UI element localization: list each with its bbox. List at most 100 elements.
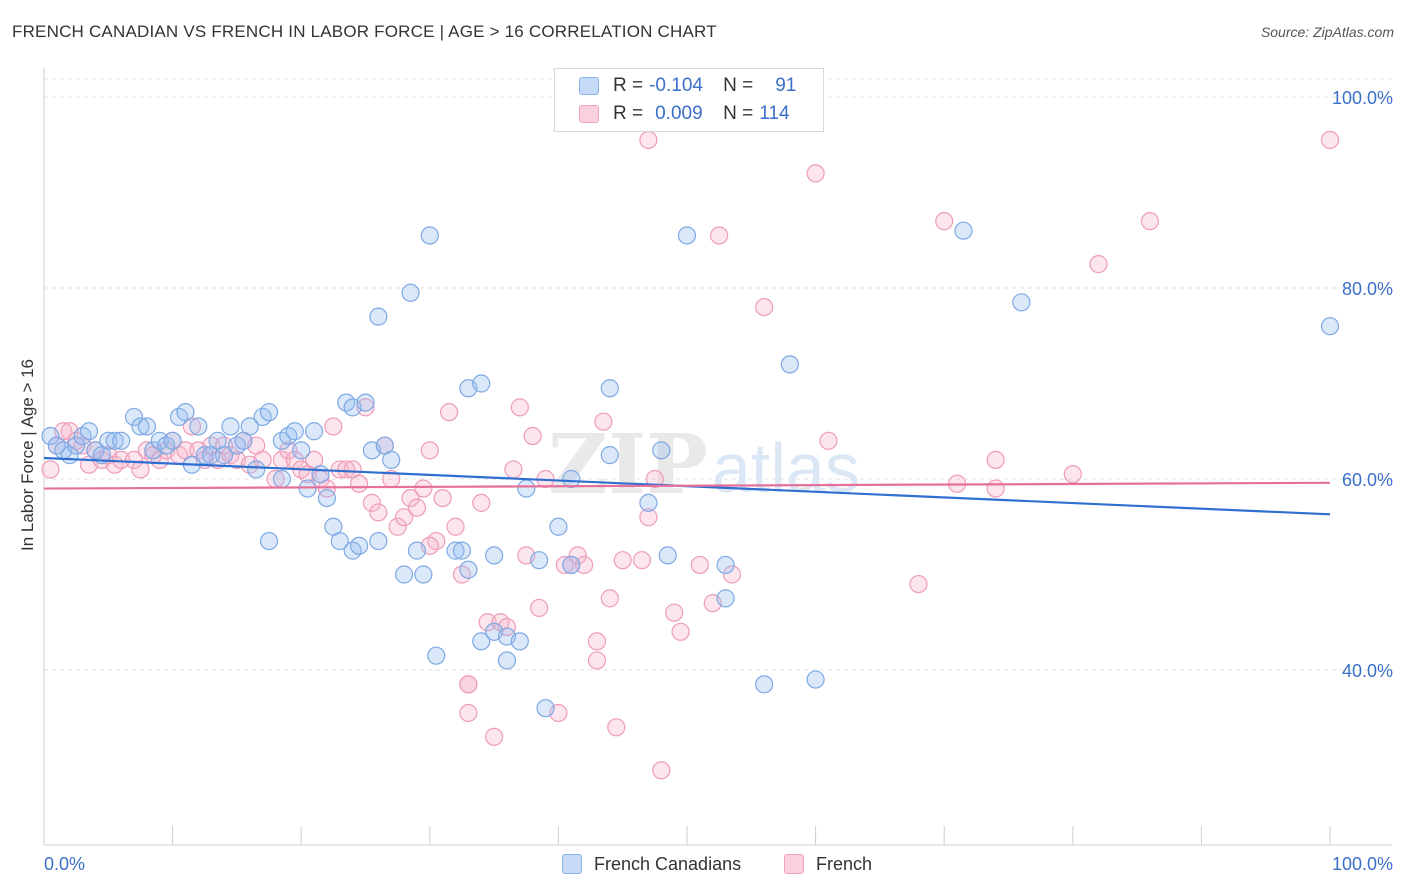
y-axis-title: In Labor Force | Age > 16 (18, 358, 37, 552)
french-canadians-point-27 (221, 417, 240, 436)
french-point-42 (324, 417, 343, 436)
french-canadians-point-61 (427, 646, 446, 665)
legend-row-french: R = 0.009 N = 114 (579, 101, 790, 127)
french-canadians-point-64 (459, 560, 478, 579)
french-canadians-point-77 (562, 555, 581, 575)
legend-row-french-canadians: R = -0.104 N = 91 (579, 73, 796, 99)
bottom-legend-label: French (816, 853, 873, 874)
french-point-77 (555, 555, 574, 575)
french-point-74 (530, 598, 549, 618)
bottom-legend-swatch-blue (562, 854, 582, 874)
french-point-49 (369, 503, 388, 522)
french-point-13 (131, 460, 150, 479)
legend: R = -0.104 N = 91 R = 0.009 N = 114 (554, 68, 824, 132)
french-canadians-point-84 (677, 226, 697, 245)
french-canadians-point-90 (954, 221, 973, 240)
french-point-62 (446, 517, 465, 536)
legend-r-value: -0.104 (649, 75, 703, 96)
legend-swatch-blue (579, 77, 599, 95)
french-point-52 (388, 517, 407, 536)
french-canadians-point-40 (298, 479, 317, 498)
french-canadians-point-55 (382, 450, 401, 469)
grid-lines (44, 78, 1392, 671)
french-point-88 (639, 508, 658, 527)
french-canadians-point-62 (446, 541, 465, 560)
french-point-89 (645, 469, 664, 489)
french-canadians-point-79 (600, 379, 619, 398)
french-canadians-point-18 (163, 431, 182, 450)
french-point-83 (594, 412, 613, 431)
french-point-105 (1063, 465, 1082, 484)
french-point-35 (279, 441, 298, 460)
french-point-111 (459, 675, 478, 694)
french-canadians-point-53 (369, 307, 388, 326)
french-point-85 (607, 718, 626, 737)
axes (43, 68, 1392, 846)
french-canadians-point-11 (112, 431, 131, 450)
trend-line-french (43, 481, 1331, 490)
french-canadians-point-71 (497, 651, 517, 670)
french-point-106 (1089, 255, 1108, 274)
french-canadians-point-87 (755, 675, 774, 694)
french-point-82 (587, 632, 607, 651)
legend-r-value: 0.009 (655, 103, 703, 124)
legend-n-value: 91 (775, 75, 797, 96)
french-canadians-point-74 (530, 551, 549, 570)
french-point-100 (909, 574, 928, 594)
french-point-90 (652, 761, 671, 780)
french-canadians-point-89 (806, 670, 825, 689)
french-canadians-point-42 (311, 465, 330, 484)
french-point-87 (632, 551, 652, 570)
french-point-84 (600, 589, 619, 608)
french-point-109 (639, 130, 658, 150)
french-point-86 (613, 551, 632, 570)
french-point-91 (665, 603, 684, 622)
series-french-points (41, 130, 1340, 780)
french-point-96 (722, 565, 742, 584)
x-tick-label-max: 100.0% (1332, 854, 1393, 874)
french-point-73 (523, 426, 542, 446)
french-canadians-point-49 (349, 536, 369, 555)
french-point-0 (41, 460, 60, 479)
french-point-99 (819, 431, 838, 450)
french-canadians-point-14 (137, 417, 156, 436)
french-canadians-point-20 (176, 403, 195, 422)
french-point-80 (575, 555, 594, 575)
french-canadians-point-67 (472, 632, 491, 651)
french-canadians-point-56 (394, 565, 414, 584)
french-canadians-point-86 (716, 589, 735, 608)
french-canadians-point-80 (600, 446, 619, 465)
french-canadians-point-13 (131, 417, 150, 436)
french-point-92 (671, 622, 690, 641)
french-canadians-point-45 (330, 531, 349, 551)
french-canadians-point-66 (472, 374, 491, 393)
french-canadians-point-39 (292, 441, 311, 460)
french-point-65 (472, 493, 491, 512)
french-canadians-point-78 (562, 469, 581, 489)
french-canadians-point-31 (247, 460, 266, 479)
french-point-95 (710, 226, 729, 245)
french-canadians-point-75 (536, 699, 555, 718)
french-point-79 (568, 546, 587, 565)
bottom-legend-label: French Canadians (594, 853, 742, 874)
french-point-56 (414, 479, 433, 498)
french-point-48 (362, 493, 382, 512)
french-point-66 (478, 613, 497, 632)
source-label: Source: ZipAtlas.com (1260, 24, 1394, 40)
french-point-103 (986, 450, 1005, 469)
watermark-zip: ZIP (548, 417, 708, 513)
legend-swatch-pink (579, 105, 599, 123)
french-canadians-point-82 (652, 441, 671, 460)
french-canadians-point-58 (407, 541, 427, 560)
legend-n-value: 114 (759, 103, 790, 124)
french-canadians-point-30 (240, 417, 259, 436)
french-point-104 (986, 479, 1005, 498)
chart-title: FRENCH CANADIAN VS FRENCH IN LABOR FORCE… (12, 22, 717, 41)
french-point-70 (504, 460, 523, 479)
french-point-47 (356, 398, 375, 417)
french-canadians-point-4 (67, 436, 86, 455)
series-french-canadians-points (41, 221, 1340, 718)
french-canadians-point-92 (1320, 317, 1340, 336)
french-point-93 (690, 555, 709, 575)
french-point-53 (394, 508, 414, 527)
